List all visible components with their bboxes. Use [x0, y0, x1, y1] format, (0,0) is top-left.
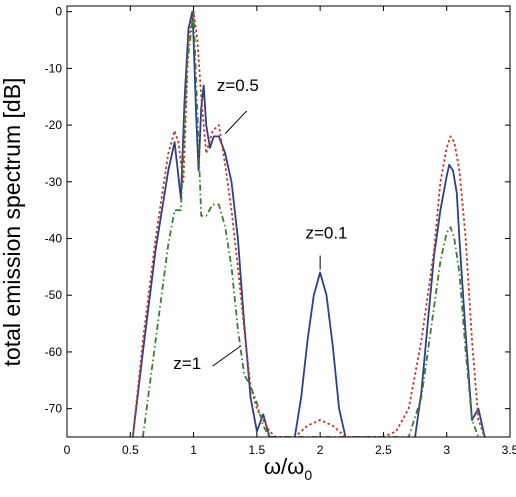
y-axis-label: total emission spectrum [dB] [0, 78, 25, 367]
series-line-dashdot [142, 10, 480, 437]
series-layer [131, 10, 486, 437]
annotation-pointer [224, 110, 248, 134]
x-tick-label: 0 [64, 443, 71, 457]
x-tick-label: 3 [443, 443, 450, 457]
annotation-pointer [212, 345, 241, 367]
y-tick-label: -20 [45, 118, 63, 132]
plot-frame [66, 5, 511, 438]
y-tick-label: -60 [45, 345, 63, 359]
x-axis-label-main: ω/ω [264, 454, 304, 479]
x-axis-label: ω/ω0 [264, 454, 312, 483]
annotations-layer: z=0.5 z=0.1 z=1 [173, 76, 347, 373]
y-tick-label: -10 [45, 61, 63, 75]
annotation-label: z=0.5 [217, 76, 259, 95]
x-tick-label: 3.5 [502, 443, 516, 457]
ticks-layer: 0 0.5 1 1.5 2 2.5 3 3.5 0 -10 -20 -30 -40 -50 -60 -70 [45, 5, 516, 457]
x-tick-label: 0.5 [122, 443, 139, 457]
series-line-solid-segment-2 [293, 271, 347, 437]
x-tick-label: 2 [317, 443, 324, 457]
annotation-label: z=1 [173, 354, 201, 373]
x-axis-label-subscript: 0 [304, 467, 312, 483]
annotation-label: z=0.1 [305, 224, 347, 243]
x-tick-label: 2.5 [375, 443, 392, 457]
y-tick-label: -70 [45, 402, 63, 416]
y-tick-label: -50 [45, 288, 63, 302]
x-tick-label: 1 [190, 443, 197, 457]
x-tick-label: 1.5 [249, 443, 266, 457]
series-line-solid-segment-3 [414, 163, 486, 437]
y-tick-label: 0 [55, 5, 62, 19]
y-tick-label: -30 [45, 175, 63, 189]
series-line-solid [131, 10, 276, 437]
y-tick-label: -40 [45, 232, 63, 246]
